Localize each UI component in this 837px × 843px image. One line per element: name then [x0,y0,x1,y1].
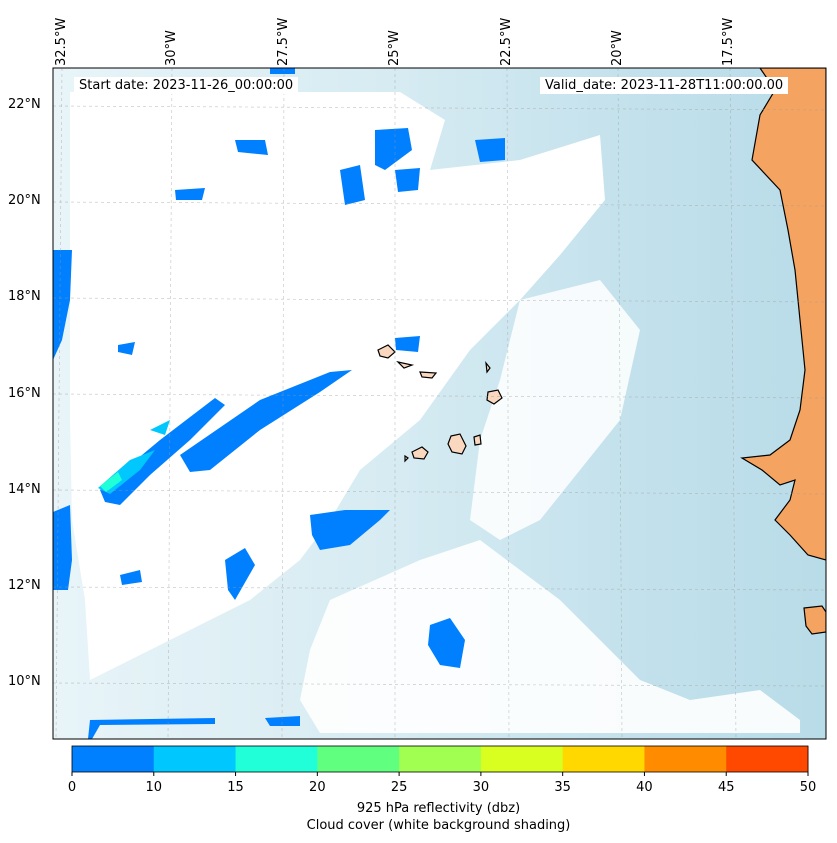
reflectivity-band [150,420,170,435]
lon-label-20w: 20°W [610,30,625,66]
clear-sky-region [70,92,605,680]
colorbar-label: 925 hPa reflectivity (dbz) [356,801,521,816]
graticule [53,68,826,739]
colorbar-swatch [726,746,809,772]
lon-label-22.5w: 22.5°W [499,17,514,66]
colorbar-swatch [644,746,727,772]
reflectivity-band [225,548,255,600]
colorbar-swatch [399,746,482,772]
lat-label-12n: 12°N [8,578,41,593]
lat-label-22n: 22°N [8,97,41,112]
lon-label-32.5w: 32.5°W [54,17,69,66]
reflectivity-band [235,140,268,155]
lat-label-16n: 16°N [8,386,41,401]
start-date-label: Start date: 2023-11-26_00:00:00 [74,77,299,94]
mainland-africa [740,68,826,561]
reflectivity-band [428,618,465,668]
valid-date-label: Valid_date: 2023-11-28T11:00:00.00 [540,77,789,94]
colorbar-tick-label: 10 [145,780,163,795]
lon-label-27.5w: 27.5°W [276,17,291,66]
colorbar-tick-label: 40 [636,780,653,795]
colorbar-tick-label: 35 [554,780,571,795]
colorbar-swatch [317,746,400,772]
colorbar-swatch [480,746,564,772]
reflectivity-band [310,510,390,550]
reflectivity-band [53,505,72,590]
lat-label-18n: 18°N [8,289,41,304]
reflectivity-band [180,370,352,472]
colorbar-swatch [153,746,237,772]
clear-sky-region [470,280,640,540]
colorbar-sublabel: Cloud cover (white background shading) [306,818,571,833]
colorbar-swatch [562,746,645,772]
reflectivity-band [395,336,420,352]
colorbar-tick-label: 50 [799,780,817,795]
reflectivity-contours [53,68,505,739]
reflectivity-band [375,128,412,170]
colorbar-tick-label: 0 [67,780,77,795]
lat-label-14n: 14°N [8,482,41,497]
lon-label-25w: 25°W [387,30,402,66]
reflectivity-band [53,250,72,360]
mainland-africa [803,605,826,635]
lat-label-20n: 20°N [8,193,41,208]
reflectivity-band [88,718,215,739]
reflectivity-band [265,716,300,726]
reflectivity-band [100,398,225,505]
cape-verde-islands [377,344,503,463]
reflectivity-band [395,168,420,192]
lon-label-30w: 30°W [164,30,179,66]
colorbar-tick-label: 20 [309,780,326,795]
colorbar-tick-label: 15 [227,780,244,795]
colorbar-tick-label: 30 [472,780,490,795]
colorbar-swatch [235,746,318,772]
colorbar [71,746,809,776]
reflectivity-band [120,570,142,585]
reflectivity-band [100,472,122,492]
colorbar-swatch [72,746,155,772]
reflectivity-band [340,165,365,205]
lat-label-10n: 10°N [8,674,41,689]
colorbar-tick-label: 45 [717,780,735,795]
reflectivity-band [270,68,295,74]
reflectivity-band [475,138,505,162]
reflectivity-band [118,342,135,355]
colorbar-frame [71,745,809,773]
colorbar-tick-label: 25 [390,780,408,795]
reflectivity-band [175,188,205,200]
map-frame [52,67,827,740]
lon-label-17.5w: 17.5°W [721,17,736,66]
